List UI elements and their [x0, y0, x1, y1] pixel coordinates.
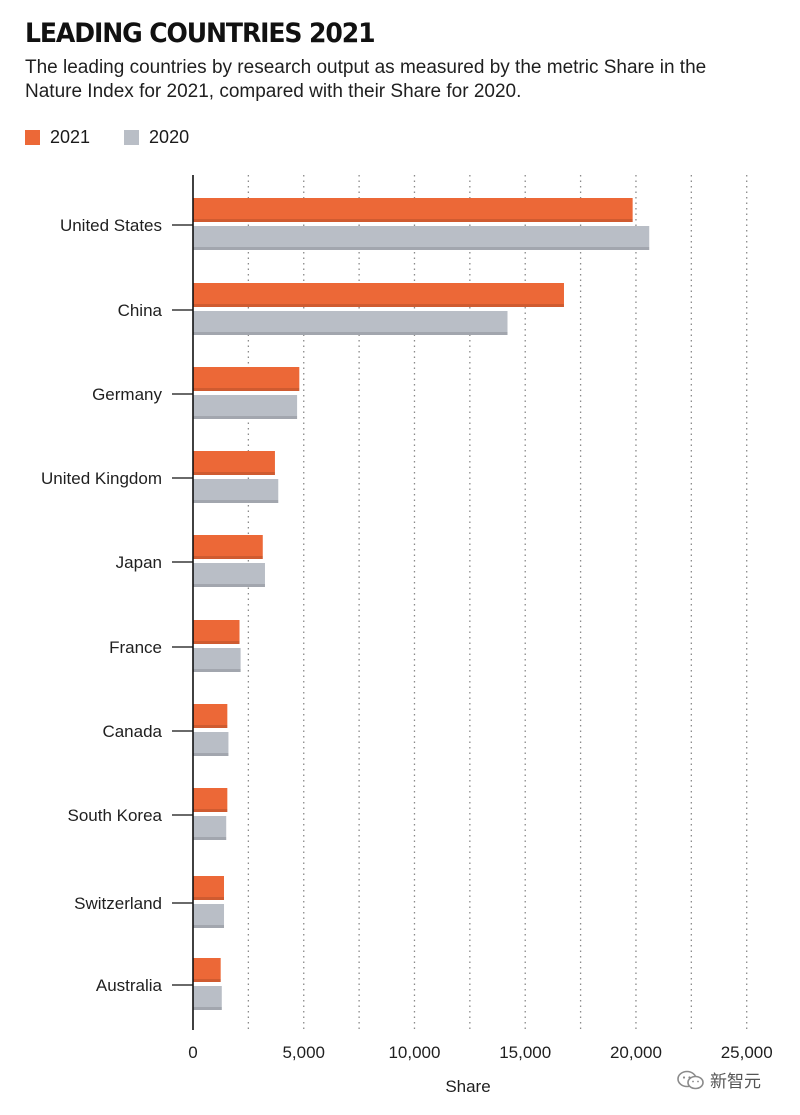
bar-2021 — [193, 283, 564, 307]
bar-shadow-2020 — [193, 332, 508, 335]
bar-2020 — [193, 479, 279, 503]
category-label: France — [109, 638, 162, 657]
x-tick-label: 10,000 — [388, 1043, 440, 1062]
chart-subtitle: The leading countries by research output… — [25, 57, 707, 102]
bar-shadow-2020 — [193, 837, 227, 840]
x-tick-label: 0 — [188, 1043, 197, 1062]
bar-2020 — [193, 395, 298, 419]
bar-shadow-2021 — [193, 219, 633, 222]
legend-label-2020: 2020 — [149, 127, 190, 147]
bar-shadow-2020 — [193, 669, 241, 672]
category-label: Australia — [96, 976, 163, 995]
chart-title: LEADING COUNTRIES 2021 — [25, 18, 376, 49]
bar-2021 — [193, 788, 228, 812]
bar-2021 — [193, 451, 275, 475]
bar-shadow-2021 — [193, 809, 228, 812]
wechat-icon — [677, 1070, 704, 1089]
bar-shadow-2020 — [193, 753, 229, 756]
bar-shadow-2021 — [193, 979, 221, 982]
bar-2020 — [193, 311, 508, 335]
bar-shadow-2020 — [193, 925, 225, 928]
watermark: 新智元 — [676, 1067, 761, 1092]
bar-2021 — [193, 198, 633, 222]
bar-shadow-2021 — [193, 725, 228, 728]
bar-shadow-2020 — [193, 416, 298, 419]
bar-shadow-2020 — [193, 1007, 222, 1010]
x-tick-label: 5,000 — [282, 1043, 325, 1062]
bar-shadow-2021 — [193, 556, 263, 559]
bar-2021 — [193, 704, 228, 728]
bar-2020 — [193, 226, 650, 250]
x-tick-label: 20,000 — [610, 1043, 662, 1062]
bar-2020 — [193, 563, 265, 587]
bar-2021 — [193, 535, 263, 559]
bar-2020 — [193, 732, 229, 756]
category-label: United States — [60, 216, 162, 235]
bar-shadow-2020 — [193, 500, 279, 503]
category-label: South Korea — [67, 806, 162, 825]
bar-shadow-2021 — [193, 388, 300, 391]
bar-shadow-2021 — [193, 472, 275, 475]
x-tick-label: 15,000 — [499, 1043, 551, 1062]
legend-swatch-2021 — [25, 130, 40, 145]
bar-2021 — [193, 367, 300, 391]
category-label: Japan — [116, 553, 162, 572]
bar-shadow-2020 — [193, 584, 265, 587]
bar-2021 — [193, 620, 240, 644]
category-label: China — [118, 301, 163, 320]
category-label: Canada — [102, 722, 162, 741]
bar-2020 — [193, 816, 227, 840]
x-axis-title: Share — [445, 1077, 490, 1096]
bar-shadow-2021 — [193, 897, 225, 900]
bar-2021 — [193, 876, 225, 900]
bar-shadow-2021 — [193, 304, 564, 307]
bar-shadow-2020 — [193, 247, 650, 250]
legend: 2021 2020 — [25, 127, 223, 148]
legend-item-2021: 2021 — [25, 127, 90, 148]
bar-2020 — [193, 648, 241, 672]
category-label: Switzerland — [74, 894, 162, 913]
legend-swatch-2020 — [124, 130, 140, 145]
legend-item-2020: 2020 — [124, 127, 189, 148]
bar-2021 — [193, 958, 221, 982]
category-label: Germany — [92, 385, 162, 404]
bar-shadow-2021 — [193, 641, 240, 644]
bar-2020 — [193, 904, 225, 928]
watermark-text: 新智元 — [710, 1072, 761, 1091]
category-label: United Kingdom — [41, 469, 162, 488]
x-tick-label: 25,000 — [721, 1043, 773, 1062]
bar-2020 — [193, 986, 222, 1010]
legend-label-2021: 2021 — [50, 127, 91, 147]
